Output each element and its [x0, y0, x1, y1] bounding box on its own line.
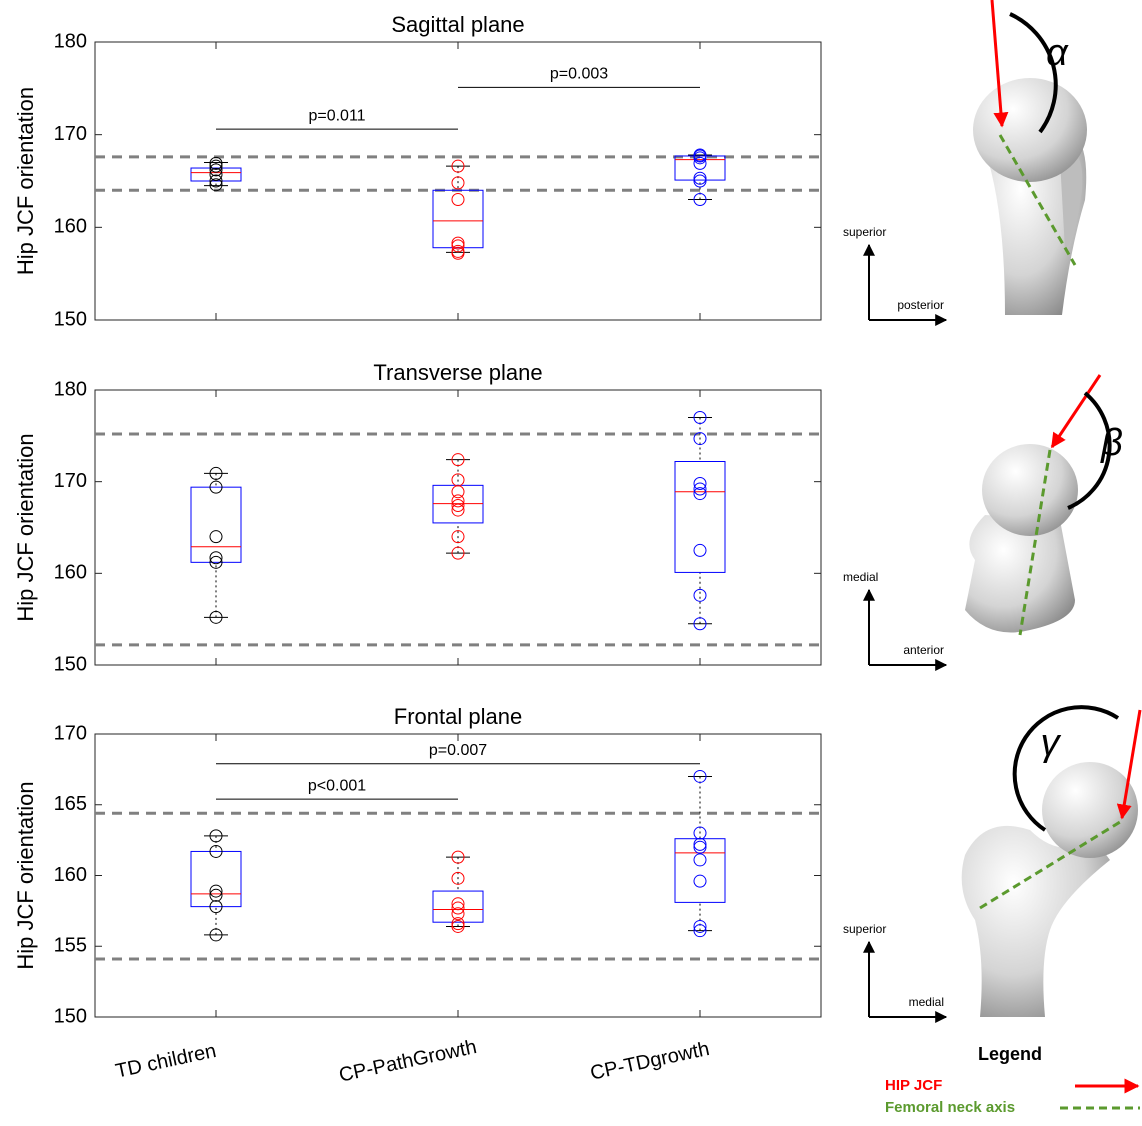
axis-direction: superior: [843, 225, 886, 239]
femur-sagittal: [973, 0, 1087, 315]
figure: Legend HIP JCF Femoral neck axis Sagitta…: [0, 0, 1142, 1121]
p-value: p=0.011: [308, 107, 365, 124]
legend-title: Legend: [978, 1044, 1042, 1064]
data-point: [694, 175, 706, 187]
y-tick-label: 155: [54, 935, 87, 957]
axis-direction: anterior: [903, 643, 944, 657]
box: [675, 462, 725, 573]
angle-label: γ: [1041, 722, 1062, 764]
y-tick-label: 150: [54, 653, 87, 675]
chart-title: Sagittal plane: [391, 12, 524, 37]
y-tick-label: 160: [54, 562, 87, 584]
y-axis-label: Hip JCF orientation: [13, 87, 38, 275]
p-value: p=0.007: [429, 742, 487, 759]
data-point: [694, 589, 706, 601]
chart-title: Transverse plane: [373, 360, 542, 385]
box: [191, 851, 241, 906]
legend-label: HIP JCF: [885, 1077, 942, 1094]
y-tick-label: 170: [54, 470, 87, 492]
legend: Legend HIP JCF Femoral neck axis: [885, 1044, 1140, 1116]
x-tick-label: CP-TDgrowth: [588, 1038, 711, 1085]
axis-direction: superior: [843, 922, 886, 936]
data-point: [452, 194, 464, 206]
data-point: [694, 838, 706, 850]
angle-label: α: [1046, 32, 1069, 74]
x-tick-label: CP-PathGrowth: [337, 1036, 479, 1087]
page: Legend HIP JCF Femoral neck axis Sagitta…: [0, 0, 1142, 1126]
data-point: [694, 841, 706, 853]
y-axis-label: Hip JCF orientation: [13, 781, 38, 969]
box: [675, 839, 725, 903]
femur-transverse: [965, 375, 1110, 635]
y-tick-label: 170: [54, 722, 87, 744]
x-tick-label: TD children: [114, 1040, 219, 1083]
y-tick-label: 150: [54, 1005, 87, 1027]
y-tick-label: 180: [54, 30, 87, 52]
p-value: p<0.001: [308, 777, 366, 794]
axis-direction: medial: [909, 995, 944, 1009]
axis-direction: posterior: [897, 298, 944, 312]
y-tick-label: 150: [54, 308, 87, 330]
data-point: [452, 486, 464, 498]
data-point: [694, 854, 706, 866]
y-tick-label: 165: [54, 793, 87, 815]
plot-frame: [95, 734, 821, 1017]
chart-title: Frontal plane: [394, 704, 522, 729]
data-point: [210, 531, 222, 543]
axis-direction: medial: [843, 570, 878, 584]
y-tick-label: 160: [54, 864, 87, 886]
data-point: [694, 875, 706, 887]
box: [433, 190, 483, 247]
data-point: [694, 172, 706, 184]
y-tick-label: 170: [54, 123, 87, 145]
y-tick-label: 180: [54, 378, 87, 400]
y-tick-label: 160: [54, 216, 87, 238]
p-value: p=0.003: [550, 66, 608, 83]
legend-label: Femoral neck axis: [885, 1099, 1015, 1116]
angle-label: β: [1100, 422, 1123, 464]
data-point: [694, 544, 706, 556]
y-axis-label: Hip JCF orientation: [13, 433, 38, 621]
box: [191, 487, 241, 562]
